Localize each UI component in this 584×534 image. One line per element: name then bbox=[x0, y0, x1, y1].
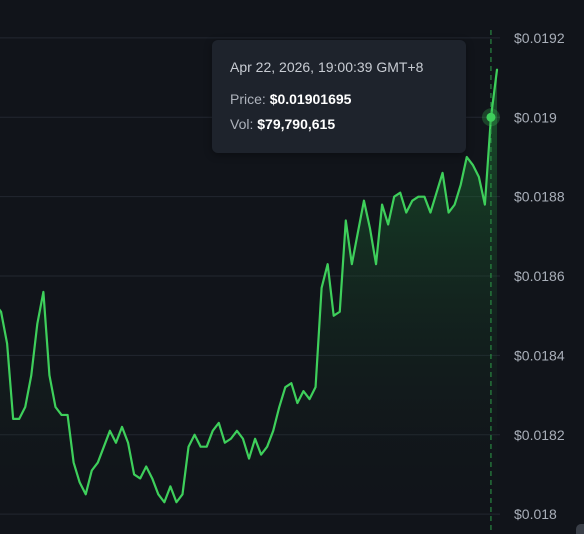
price-tooltip: Apr 22, 2026, 19:00:39 GMT+8 Price: $0.0… bbox=[212, 40, 466, 153]
y-tick-label: $0.019 bbox=[514, 109, 557, 125]
scrollbar-handle[interactable] bbox=[576, 524, 584, 534]
crosshair bbox=[481, 30, 500, 534]
tooltip-price-row: Price: $0.01901695 bbox=[230, 91, 448, 107]
area-fill bbox=[0, 69, 497, 534]
tooltip-price-value: $0.01901695 bbox=[269, 91, 352, 107]
y-tick-label: $0.0186 bbox=[514, 268, 565, 284]
y-tick-label: $0.0192 bbox=[514, 30, 565, 46]
area-fill-path bbox=[0, 69, 497, 534]
tooltip-price-label: Price: bbox=[230, 91, 266, 107]
y-tick-label: $0.018 bbox=[514, 506, 557, 522]
tooltip-vol-row: Vol: $79,790,615 bbox=[230, 116, 448, 132]
y-tick-label: $0.0182 bbox=[514, 427, 565, 443]
y-axis: $0.0192 $0.019 $0.0188 $0.0186 $0.0184 $0.018… bbox=[514, 30, 565, 522]
highlight-point bbox=[486, 112, 496, 122]
tooltip-timestamp: Apr 22, 2026, 19:00:39 GMT+8 bbox=[230, 59, 424, 75]
y-tick-label: $0.0184 bbox=[514, 347, 565, 363]
tooltip-vol-value: $79,790,615 bbox=[257, 116, 336, 132]
tooltip-vol-label: Vol: bbox=[230, 116, 254, 132]
y-tick-label: $0.0188 bbox=[514, 189, 565, 205]
price-line bbox=[0, 68, 499, 504]
series-line bbox=[0, 68, 499, 504]
